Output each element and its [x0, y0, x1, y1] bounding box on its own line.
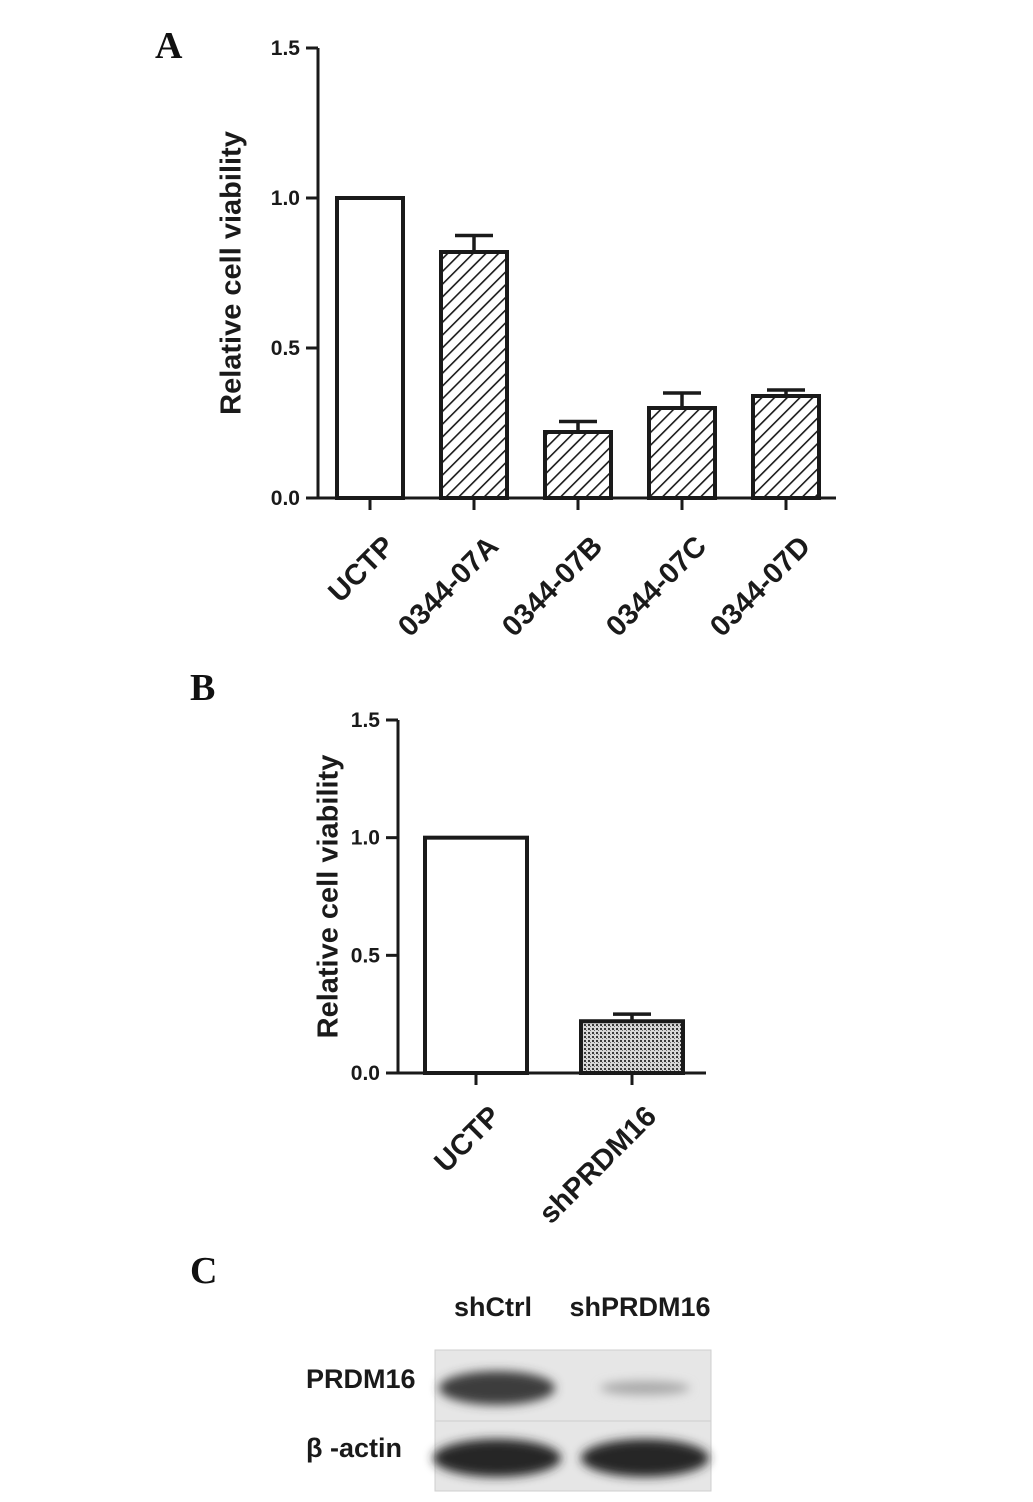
chart-a-bar-0344-07c [647, 406, 717, 500]
chart-a-category-label-0344-07d: 0344-07D [704, 530, 817, 643]
panel-label-c: C [190, 1250, 217, 1292]
chart-b-y-tick-label: 1.5 [351, 709, 381, 732]
chart-a-bar-uctp [335, 196, 405, 500]
chart-b-y-tick-label: 0.0 [351, 1062, 380, 1085]
chart-b-bar-shprdm16 [579, 1019, 685, 1076]
chart-a-category-label-uctp: UCTP [322, 530, 400, 608]
chart-a-bar-0344-07a [439, 250, 509, 500]
chart-a-y-axis-label: Relative cell viability [216, 131, 248, 415]
chart-a-y-tick-label: 0.0 [271, 487, 300, 510]
bar-chart-b: 0.0 0.5 1.0 1.5 Relative cell viability UCTP s… [313, 709, 706, 1230]
chart-b-category-label-shprdm16: shPRDM16 [533, 1100, 663, 1230]
blot-band-prdm16-shctrl [439, 1371, 555, 1405]
blot-band-actin-shprdm16 [581, 1439, 709, 1477]
blot-row-label-prdm16: PRDM16 [306, 1364, 416, 1394]
chart-a-y-tick-label: 1.5 [271, 37, 301, 60]
chart-a-bar-0344-07d [751, 394, 821, 500]
panel-label-a: A [155, 25, 183, 67]
chart-a-y-tick-label: 0.5 [271, 337, 301, 360]
blot-lane-label-shprdm16: shPRDM16 [569, 1292, 710, 1322]
blot-row-label-beta-actin: β -actin [306, 1433, 402, 1463]
blot-band-prdm16-shprdm16 [600, 1381, 690, 1395]
chart-a-category-label-0344-07a: 0344-07A [392, 530, 505, 643]
blot-band-actin-shctrl [433, 1439, 561, 1477]
blot-lane-label-shctrl: shCtrl [454, 1292, 532, 1322]
chart-b-y-axis-label: Relative cell viability [313, 755, 345, 1039]
panel-label-b: B [190, 667, 215, 709]
chart-a-category-label-0344-07b: 0344-07B [496, 530, 609, 643]
western-blot: shCtrl shPRDM16 PRDM16 β -actin [306, 1292, 712, 1492]
chart-b-y-tick-label: 1.0 [351, 827, 380, 850]
chart-a-y-tick-label: 1.0 [271, 187, 300, 210]
chart-b-y-tick-label: 0.5 [351, 944, 381, 967]
chart-b-bar-uctp [423, 835, 529, 1076]
chart-a-category-label-0344-07c: 0344-07C [600, 530, 713, 643]
chart-a-bar-0344-07b [543, 430, 613, 500]
chart-b-category-label-uctp: UCTP [428, 1100, 506, 1178]
